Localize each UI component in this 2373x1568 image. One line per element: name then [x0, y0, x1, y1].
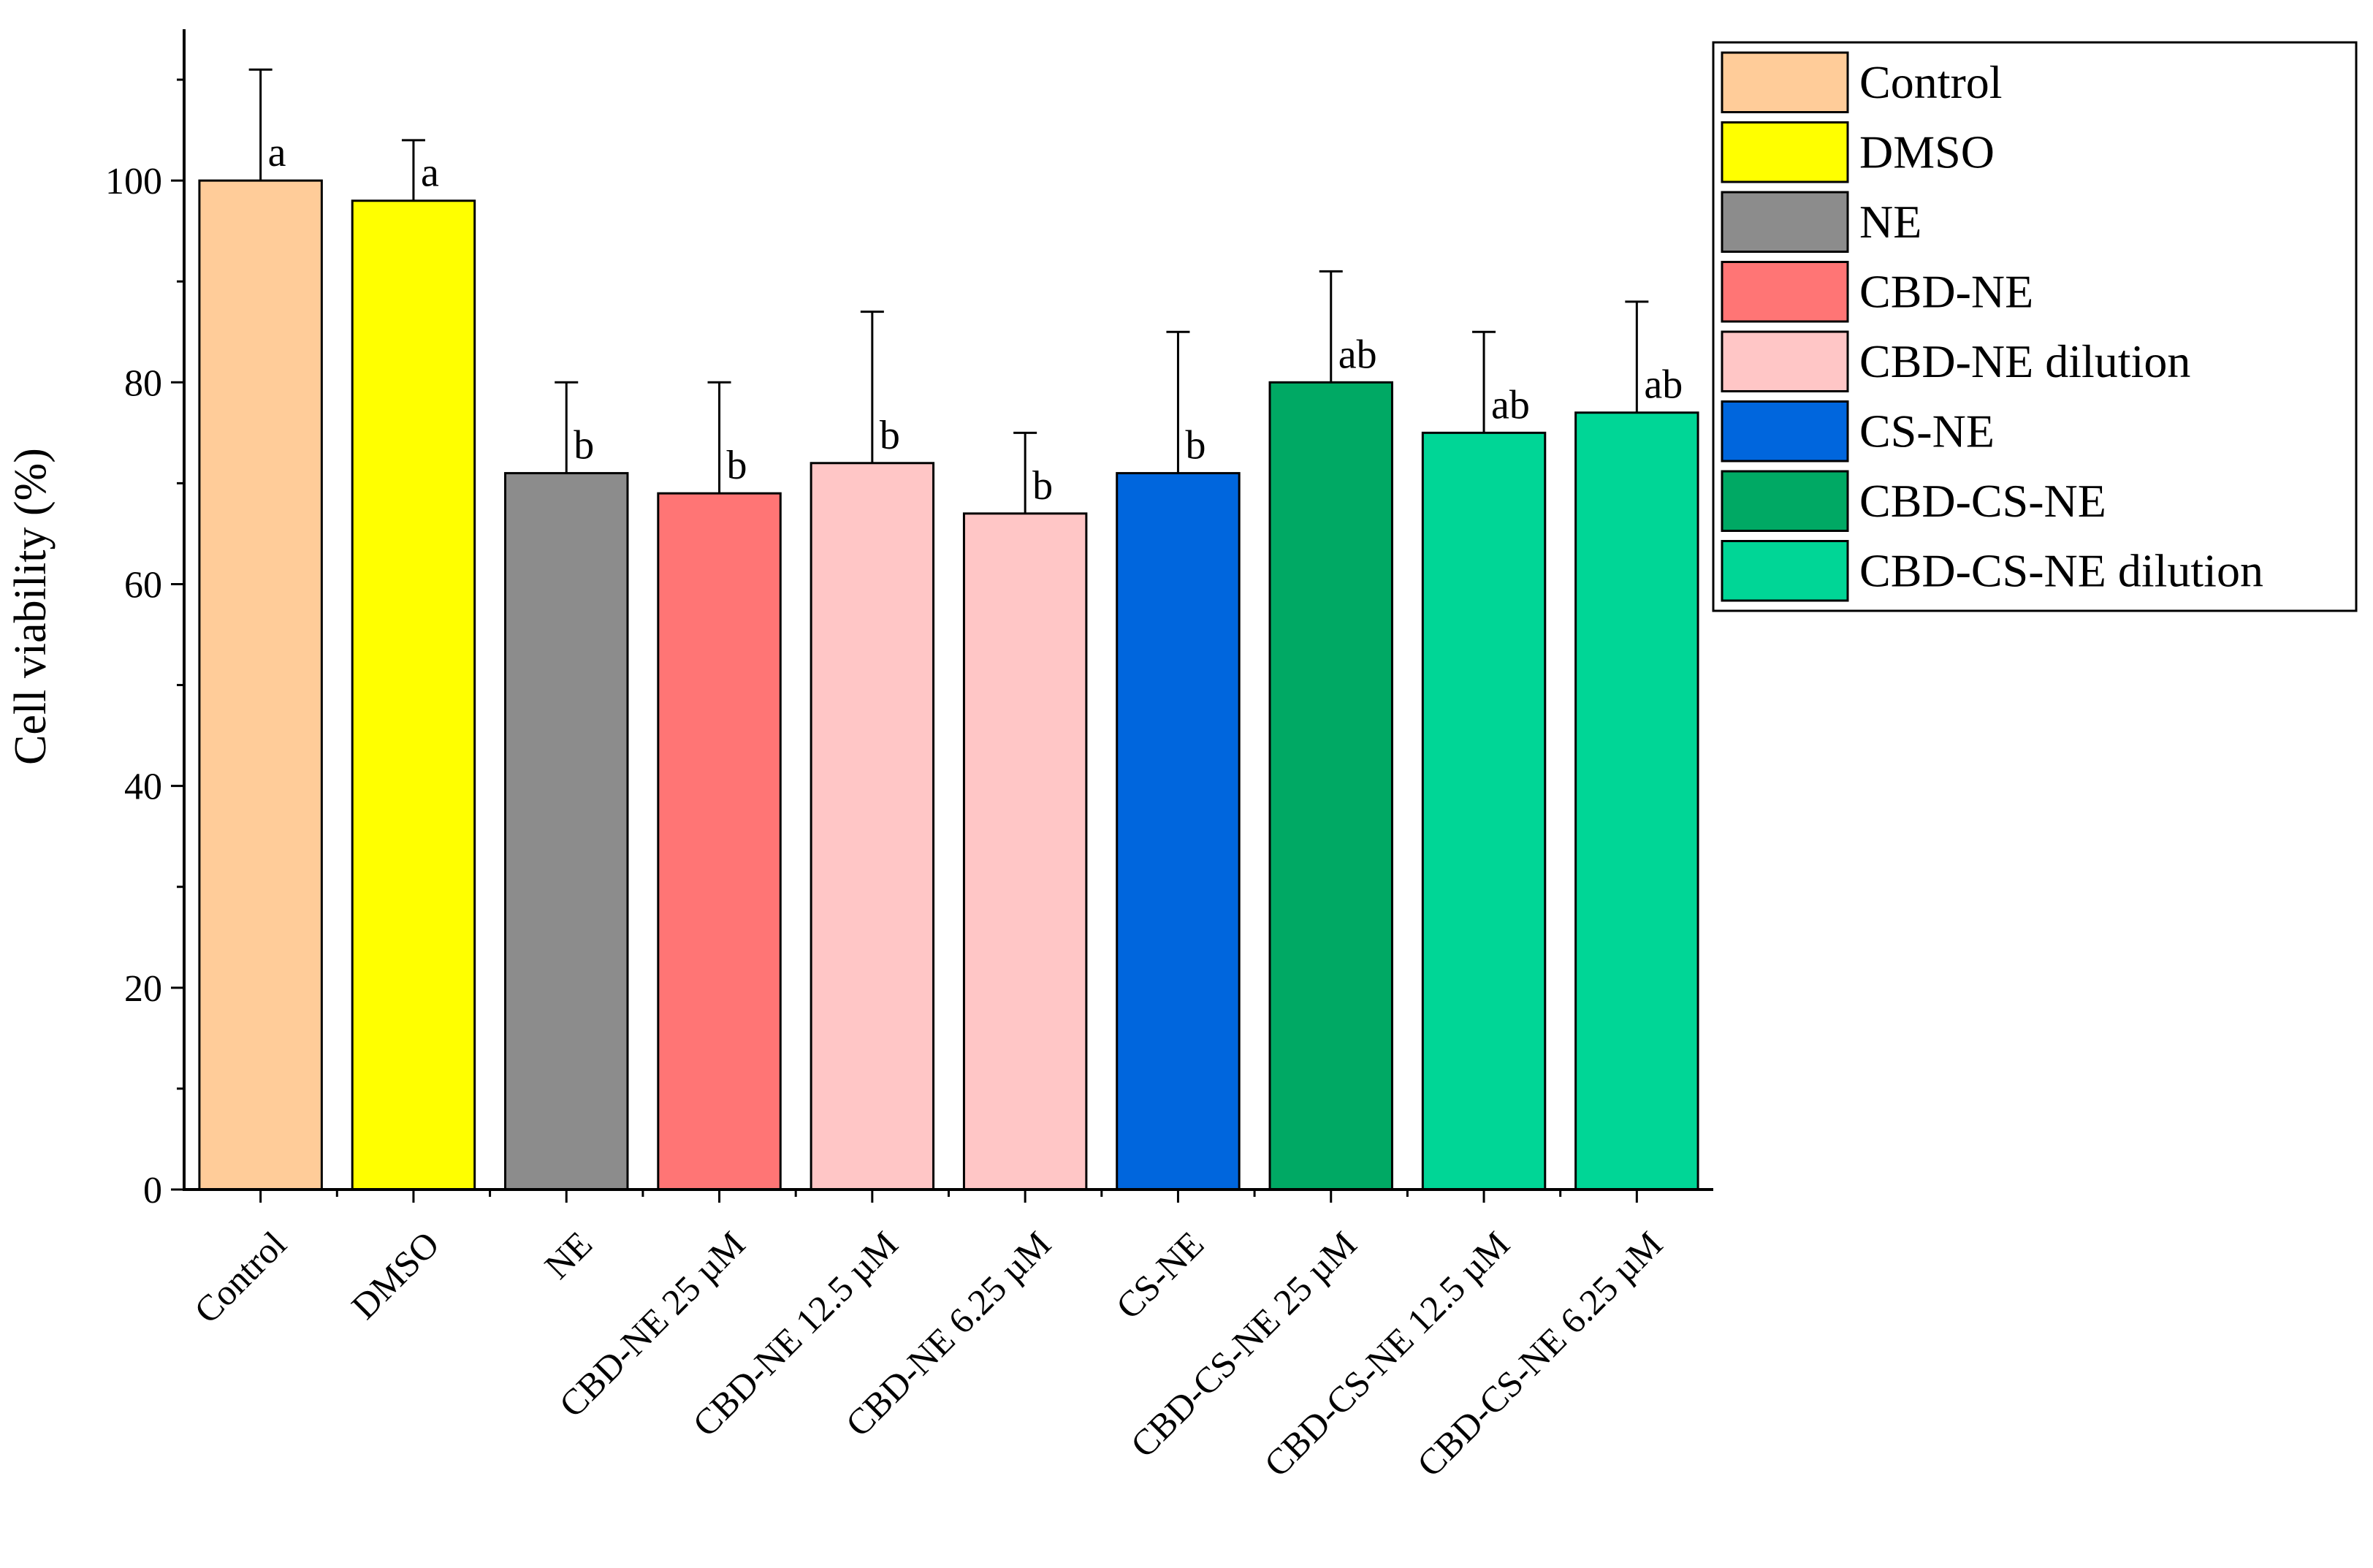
x-tick-label-2: DMSO — [343, 1223, 447, 1327]
bar-chart: a ab bbbbabab ab Control DMSO NECBD-NE 25 µMC… — [0, 0, 2373, 1568]
significance-label-7: b — [1185, 423, 1205, 468]
legend-label: CBD-CS-NE dilution — [1859, 545, 2263, 597]
legend-label: NE — [1859, 196, 1921, 248]
bar-2 — [352, 201, 474, 1190]
legend-swatch — [1722, 332, 1848, 392]
y-tick-label-2: 20 — [124, 968, 162, 1010]
legend-swatch — [1722, 541, 1848, 601]
bar-10 — [1576, 413, 1698, 1190]
bar-7 — [1117, 473, 1239, 1190]
legend-item-5: CBD-NE dilution — [1722, 332, 2190, 392]
legend: Control DMSO NE CBD-NE CBD-NE dilution CS-NE C… — [1713, 42, 2356, 611]
legend-label: CBD-NE dilution — [1859, 335, 2190, 387]
legend-item-3: NE — [1722, 192, 1921, 252]
legend-label: Control — [1859, 56, 2003, 108]
significance-label-9: ab — [1491, 382, 1530, 427]
legend-swatch — [1722, 53, 1848, 113]
significance-label-3: b — [574, 423, 594, 468]
y-axis-title: Cell viability (%) — [6, 448, 56, 765]
legend-swatch — [1722, 402, 1848, 462]
y-tick-label-4: 60 — [124, 564, 162, 606]
significance-label-2: a — [421, 151, 439, 196]
x-tick-label-3: NE — [536, 1223, 600, 1287]
x-tick-label-1: Control — [186, 1223, 294, 1331]
legend-label: CBD-NE — [1859, 266, 2033, 318]
x-tick-label-9: CBD-CS-NE 12.5 µM — [1256, 1223, 1517, 1485]
legend-item-7: CBD-CS-NE — [1722, 471, 2106, 531]
legend-item-1: Control — [1722, 53, 2003, 113]
significance-label-10: ab — [1644, 362, 1683, 408]
legend-swatch — [1722, 123, 1848, 183]
bar-6 — [964, 514, 1086, 1190]
bar-3 — [506, 473, 628, 1190]
legend-swatch — [1722, 262, 1848, 322]
significance-label-8: ab — [1338, 332, 1377, 377]
significance-label-6: b — [1032, 463, 1053, 509]
y-tick-label-1: 0 — [143, 1170, 162, 1211]
bar-1 — [199, 180, 321, 1190]
legend-label: CS-NE — [1859, 406, 1995, 457]
bar-5 — [811, 463, 933, 1190]
legend-swatch — [1722, 471, 1848, 531]
legend-swatch — [1722, 192, 1848, 252]
y-tick-label-5: 80 — [124, 362, 162, 404]
y-tick-label-6: 100 — [105, 161, 162, 202]
x-tick-label-10: CBD-CS-NE 6.25 µM — [1409, 1223, 1671, 1485]
legend-label: DMSO — [1859, 126, 1995, 178]
bar-8 — [1270, 382, 1392, 1190]
legend-item-4: CBD-NE — [1722, 262, 2033, 322]
x-tick-label-7: CS-NE — [1108, 1223, 1211, 1327]
significance-label-5: b — [880, 413, 900, 458]
bar-9 — [1422, 433, 1544, 1190]
legend-item-8: CBD-CS-NE dilution — [1722, 541, 2263, 601]
legend-label: CBD-CS-NE — [1859, 475, 2106, 527]
y-tick-label-3: 40 — [124, 766, 162, 808]
bar-4 — [658, 493, 780, 1190]
significance-label-4: b — [727, 443, 747, 488]
significance-label-1: a — [268, 130, 286, 175]
